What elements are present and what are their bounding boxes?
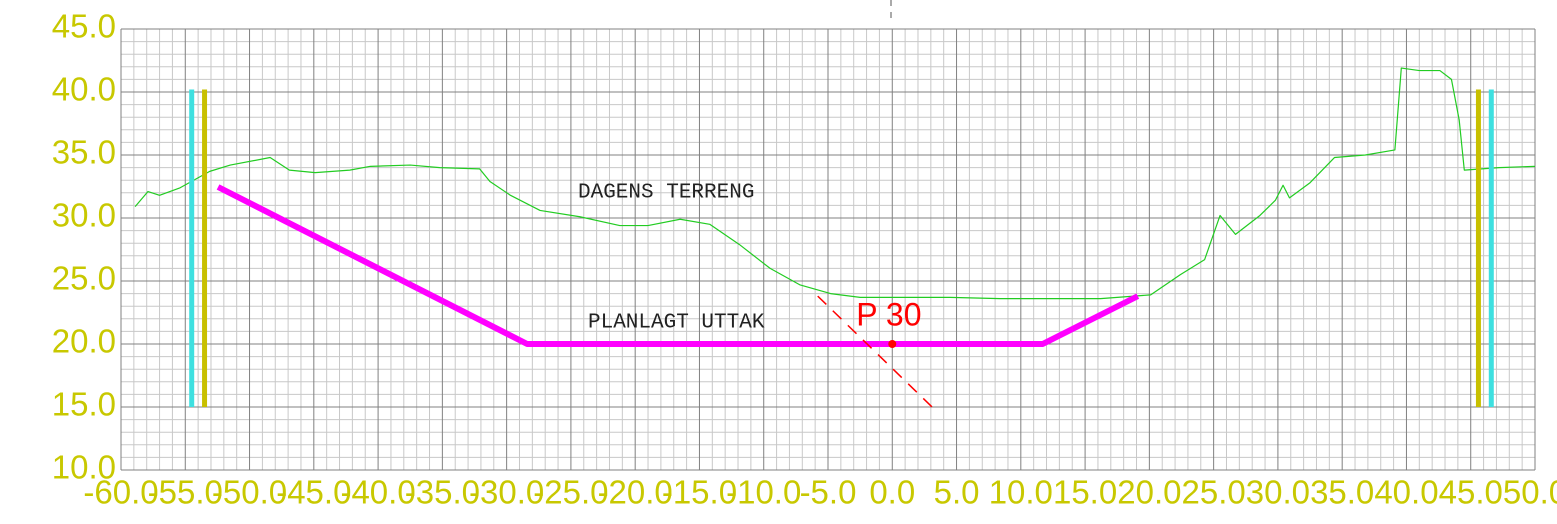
x-tick-label: -35.0 [405,474,480,511]
annotation: DAGENS TERRENG [578,182,754,205]
series-line [189,89,1494,407]
x-tick-label: -40.0 [340,474,415,511]
marks [134,67,1536,411]
series-line [134,67,1536,300]
y-tick-label: 15.0 [52,386,116,423]
y-tick-label: 20.0 [52,323,116,360]
x-tick-label: -10.0 [726,474,801,511]
y-tick-label: 30.0 [52,197,116,234]
x-tick-label: -5.0 [800,474,857,511]
x-tick-label: 20.0 [1117,474,1181,511]
x-tick-label: 25.0 [1182,474,1246,511]
x-tick-label: 30.0 [1246,474,1310,511]
x-tick-label: 45.0 [1439,474,1503,511]
series-line [216,184,1140,347]
point-label: P 30 [856,296,921,332]
x-tick-label: 50.0 [1503,474,1557,511]
x-tick-label: -45.0 [276,474,351,511]
x-tick-label: -20.0 [598,474,673,511]
y-tick-label: 40.0 [52,71,116,108]
y-tick-label: 45.0 [52,8,116,45]
y-tick-label: 25.0 [52,260,116,297]
x-tick-label: -25.0 [533,474,608,511]
x-tick-label: 10.0 [989,474,1053,511]
x-tick-label: -60.0 [83,474,158,511]
x-tick-label: -55.0 [148,474,223,511]
x-tick-label: 5.0 [934,474,980,511]
series-line [202,89,1481,407]
point [888,340,897,348]
x-tick-label: 35.0 [1310,474,1374,511]
y-tick-label: 35.0 [52,134,116,171]
x-tick-label: -30.0 [469,474,544,511]
x-tick-label: 15.0 [1053,474,1117,511]
x-tick-label: -50.0 [212,474,287,511]
x-tick-label: -15.0 [662,474,737,511]
series-line [817,295,936,411]
y-tick-label: 10.0 [52,449,116,486]
annotation: PLANLAGT UTTAK [588,312,765,335]
x-tick-label: 40.0 [1374,474,1438,511]
x-tick-label: 0.0 [869,474,915,511]
